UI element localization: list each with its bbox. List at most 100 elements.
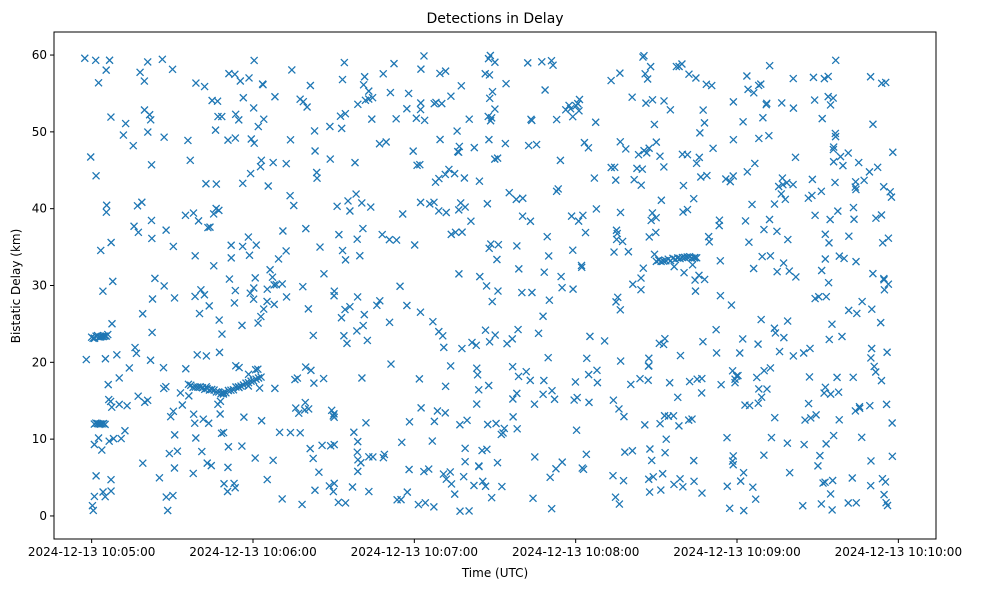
detection-point [465,506,474,515]
detection-point [234,115,243,124]
detection-point [254,122,263,131]
detection-point [739,468,748,477]
detection-point [484,112,493,121]
detection-point [497,482,506,491]
detection-point [145,110,154,119]
x-tick-label: 2024-12-13 10:07:00 [351,545,478,559]
detection-point [699,106,708,115]
detection-point [290,375,299,384]
detection-point [645,488,654,497]
detection-point [109,434,118,443]
detection-point [435,69,444,78]
detection-point [556,156,565,165]
detection-point [824,278,833,287]
detection-point [123,401,132,410]
detection-point [357,198,366,207]
detection-point [219,428,228,437]
detection-point [573,99,582,108]
detection-point [732,372,741,380]
detection-point [447,230,456,239]
detection-point [759,225,768,234]
detection-point [461,444,470,453]
detection-point [809,73,818,82]
detection-point [799,349,808,357]
detection-point [726,177,735,186]
detection-point [413,161,422,170]
detection-point [147,234,156,243]
detection-point [402,104,411,113]
detection-point [529,494,537,503]
detection-point [455,420,464,429]
detection-point [514,372,523,381]
detection-point [207,461,216,470]
detection-point [453,147,462,156]
detection-point [731,378,739,387]
detection-point [415,374,424,383]
detection-point [97,446,106,454]
detection-point [211,126,220,135]
x-tick-label: 2024-12-13 10:10:00 [835,545,962,559]
detection-point [405,417,414,426]
detection-point [263,297,272,306]
detection-point [817,187,826,196]
detection-point [485,70,494,79]
detection-point [758,113,767,122]
detection-point [815,451,824,460]
detection-point [878,238,887,247]
detection-point [690,477,698,486]
detection-point [641,99,650,108]
detection-point [441,170,450,179]
detection-point [789,351,798,360]
detection-point [781,195,790,204]
detection-point [678,482,687,491]
detection-point [798,501,807,510]
detection-point [244,233,253,242]
detection-point [169,242,178,251]
detection-point [486,116,495,125]
detection-point [680,268,689,277]
detection-point [848,474,857,482]
detection-point [484,381,493,390]
detection-point [543,232,552,241]
detection-point [692,159,701,168]
detection-point [812,410,821,419]
detection-point [304,304,313,313]
detection-point [684,416,693,425]
detection-point [327,406,336,415]
detection-point [620,448,629,457]
detection-point [212,387,221,396]
detection-point [239,413,248,422]
y-axis: 0 10 20 30 40 50 60 [32,48,54,523]
detection-point [379,69,388,78]
detection-point [282,159,291,168]
chart-title: Detections in Delay [426,11,563,27]
detection-point [652,213,661,222]
detection-point [92,171,101,180]
detection-point [685,252,694,261]
detection-point [213,97,222,106]
detection-point [415,160,424,169]
detection-point [873,163,882,172]
detection-point [325,481,334,490]
detection-point [707,81,716,90]
detection-point [461,457,470,466]
x-tick-label: 2024-12-13 10:06:00 [189,545,316,559]
detection-point [487,493,496,502]
detection-point [514,325,523,334]
detection-point [754,399,763,408]
detection-point [630,175,639,184]
detection-point [607,76,616,85]
detection-point [757,315,766,324]
detection-point [649,472,658,481]
detection-point [269,158,278,167]
detection-point [829,94,838,103]
detection-point [475,177,484,186]
detection-point [810,96,819,105]
detection-point [159,363,168,372]
detection-point [107,475,115,484]
detection-point [590,174,599,183]
detection-point [193,350,202,359]
detection-point [852,309,861,318]
detection-point [242,379,250,388]
detection-point [825,238,833,247]
